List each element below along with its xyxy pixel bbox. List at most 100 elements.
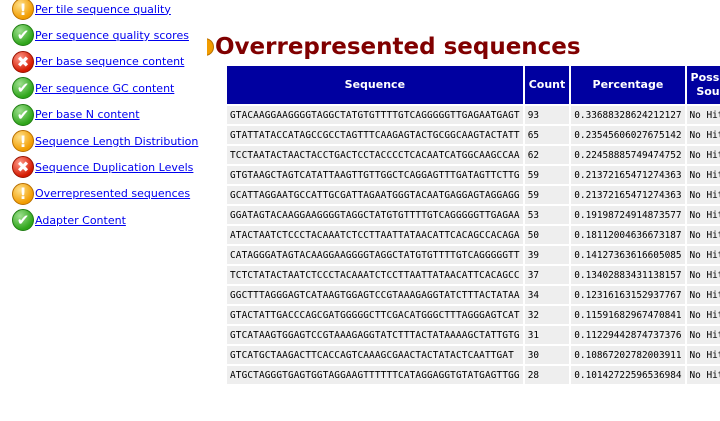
cell-source: No Hit — [686, 346, 720, 364]
sidebar-item-per-base-sequence-content[interactable]: ✖ Per base sequence content — [12, 50, 184, 74]
sidebar-item-overrepresented-sequences[interactable]: ! Overrepresented sequences — [12, 182, 190, 206]
cell-count: 59 — [524, 166, 570, 184]
cell-source: No Hit — [686, 146, 720, 164]
cell-count: 37 — [524, 266, 570, 284]
overrepresented-table-container: Sequence Count Percentage PossibSour GTA… — [227, 66, 720, 386]
warning-icon: ! — [12, 130, 34, 152]
table-row: GGCTTTAGGGAGTCATAAGTGGAGTCCGTAAAGAGGTATC… — [227, 286, 720, 304]
pass-icon: ✔ — [12, 209, 34, 232]
sidebar-item-per-base-n-content[interactable]: ✔ Per base N content — [12, 103, 140, 127]
cell-count: 50 — [524, 226, 570, 244]
sidebar-item-adapter-content[interactable]: ✔ Adapter Content — [12, 208, 126, 232]
sidebar-link[interactable]: Sequence Length Distribution — [35, 134, 199, 148]
cell-percentage: 0.13402883431138157 — [571, 266, 685, 284]
table-row: GTACTATTGACCCAGCGATGGGGGCTTCGACATGGGCTTT… — [227, 306, 720, 324]
cell-sequence: GCATTAGGAATGCCATTGCGATTAGAATGGGTACAATGAG… — [227, 186, 523, 204]
table-row: GTGTAAGCTAGTCATATTAAGTTGTTGGCTCAGGAGTTTG… — [227, 166, 720, 184]
cell-sequence: GTGTAAGCTAGTCATATTAAGTTGTTGGCTCAGGAGTTTG… — [227, 166, 523, 184]
cell-percentage: 0.10142722596536984 — [571, 366, 685, 384]
fail-icon: ✖ — [12, 156, 34, 179]
sidebar-item-per-tile-sequence-quality[interactable]: ! Per tile sequence quality — [12, 0, 171, 21]
cell-count: 53 — [524, 206, 570, 224]
table-row: GCATTAGGAATGCCATTGCGATTAGAATGGGTACAATGAG… — [227, 186, 720, 204]
overrepresented-sequences-table: Sequence Count Percentage PossibSour GTA… — [227, 66, 720, 386]
cell-source: No Hit — [686, 226, 720, 244]
table-row: GGATAGTACAAGGAAGGGGTAGGCTATGTGTTTTGTCAGG… — [227, 206, 720, 224]
cell-sequence: GGATAGTACAAGGAAGGGGTAGGCTATGTGTTTTGTCAGG… — [227, 206, 523, 224]
table-header-row: Sequence Count Percentage PossibSour — [227, 66, 720, 104]
sidebar-item-sequence-duplication-levels[interactable]: ✖ Sequence Duplication Levels — [12, 155, 193, 179]
sidebar-link[interactable]: Per base N content — [35, 108, 140, 122]
table-row: ATGCTAGGGTGAGTGGTAGGAAGTTTTTTCATAGGAGGTG… — [227, 366, 720, 384]
cell-percentage: 0.22458885749474752 — [571, 146, 685, 164]
cell-percentage: 0.10867202782003911 — [571, 346, 685, 364]
cell-count: 32 — [524, 306, 570, 324]
table-row: CATAGGGATAGTACAAGGAAGGGGTAGGCTATGTGTTTTG… — [227, 246, 720, 264]
cell-sequence: TCCTAATACTAACTACCTGACTCCTACCCCTCACAATCAT… — [227, 146, 523, 164]
cell-percentage: 0.33688328624212127 — [571, 106, 685, 124]
header-count: Count — [524, 66, 570, 104]
cell-source: No Hit — [686, 106, 720, 124]
cell-percentage: 0.23545606027675142 — [571, 126, 685, 144]
cell-source: No Hit — [686, 326, 720, 344]
cell-sequence: TCTCTATACTAATCTCCCTACAAATCTCCTTAATTATAAC… — [227, 266, 523, 284]
table-row: TCTCTATACTAATCTCCCTACAAATCTCCTTAATTATAAC… — [227, 266, 720, 284]
table-row: GTCATAAGTGGAGTCCGTAAAGAGGTATCTTTACTATAAA… — [227, 326, 720, 344]
cell-source: No Hit — [686, 166, 720, 184]
cell-count: 34 — [524, 286, 570, 304]
cell-sequence: GTACTATTGACCCAGCGATGGGGGCTTCGACATGGGCTTT… — [227, 306, 523, 324]
cell-count: 93 — [524, 106, 570, 124]
cell-source: No Hit — [686, 286, 720, 304]
sidebar-link[interactable]: Per sequence quality scores — [35, 28, 189, 42]
warning-icon: ! — [12, 0, 34, 20]
sidebar-item-per-sequence-quality-scores[interactable]: ✔ Per sequence quality scores — [12, 23, 189, 47]
table-row: GTCATGCTAAGACTTCACCAGTCAAAGCGAACTACTATAC… — [227, 346, 720, 364]
table-row: TCCTAATACTAACTACCTGACTCCTACCCCTCACAATCAT… — [227, 146, 720, 164]
cell-source: No Hit — [686, 266, 720, 284]
sidebar-link[interactable]: Per sequence GC content — [35, 81, 175, 95]
cell-sequence: GTATTATACCATAGCCGCCTAGTTTCAAGAGTACTGCGGC… — [227, 126, 523, 144]
sidebar-link[interactable]: Per base sequence content — [35, 55, 185, 69]
table-row: GTATTATACCATAGCCGCCTAGTTTCAAGAGTACTGCGGC… — [227, 126, 720, 144]
table-row: ATACTAATCTCCCTACAAATCTCCTTAATTATAACATTCA… — [227, 226, 720, 244]
header-source-line1: Possib — [690, 71, 720, 84]
sidebar-link[interactable]: Per tile sequence quality — [35, 2, 171, 16]
cell-percentage: 0.11229442874737376 — [571, 326, 685, 344]
table-body: GTACAAGGAAGGGGTAGGCTATGTGTTTTGTCAGGGGGTT… — [227, 106, 720, 384]
cell-percentage: 0.19198724914873577 — [571, 206, 685, 224]
cell-source: No Hit — [686, 366, 720, 384]
pass-icon: ✔ — [12, 24, 34, 47]
cell-sequence: ATACTAATCTCCCTACAAATCTCCTTAATTATAACATTCA… — [227, 226, 523, 244]
cell-percentage: 0.21372165471274363 — [571, 166, 685, 184]
warning-icon: ! — [12, 182, 34, 205]
cell-source: No Hit — [686, 126, 720, 144]
sidebar-link[interactable]: Overrepresented sequences — [35, 187, 191, 201]
module-warning-icon — [207, 38, 214, 56]
cell-count: 62 — [524, 146, 570, 164]
cell-percentage: 0.21372165471274363 — [571, 186, 685, 204]
cell-percentage: 0.11591682967470841 — [571, 306, 685, 324]
cell-source: No Hit — [686, 206, 720, 224]
sidebar-link[interactable]: Sequence Duplication Levels — [35, 160, 194, 174]
cell-sequence: ATGCTAGGGTGAGTGGTAGGAAGTTTTTTCATAGGAGGTG… — [227, 366, 523, 384]
fail-icon: ✖ — [12, 50, 34, 73]
cell-count: 59 — [524, 186, 570, 204]
cell-count: 31 — [524, 326, 570, 344]
cell-count: 28 — [524, 366, 570, 384]
cell-count: 39 — [524, 246, 570, 264]
cell-sequence: GTACAAGGAAGGGGTAGGCTATGTGTTTTGTCAGGGGGTT… — [227, 106, 523, 124]
cell-count: 65 — [524, 126, 570, 144]
module-title: Overrepresented sequences — [215, 34, 581, 60]
cell-count: 30 — [524, 346, 570, 364]
cell-sequence: GGCTTTAGGGAGTCATAAGTGGAGTCCGTAAAGAGGTATC… — [227, 286, 523, 304]
cell-percentage: 0.14127363616605085 — [571, 246, 685, 264]
cell-source: No Hit — [686, 306, 720, 324]
header-source-line2: Sour — [696, 85, 720, 98]
sidebar-item-sequence-length-distribution[interactable]: ! Sequence Length Distribution — [12, 129, 198, 153]
sidebar-link[interactable]: Adapter Content — [35, 213, 126, 227]
cell-percentage: 0.18112004636673187 — [571, 226, 685, 244]
cell-sequence: GTCATAAGTGGAGTCCGTAAAGAGGTATCTTTACTATAAA… — [227, 326, 523, 344]
sidebar-item-per-sequence-gc-content[interactable]: ✔ Per sequence GC content — [12, 76, 174, 100]
cell-percentage: 0.12316163152937767 — [571, 286, 685, 304]
